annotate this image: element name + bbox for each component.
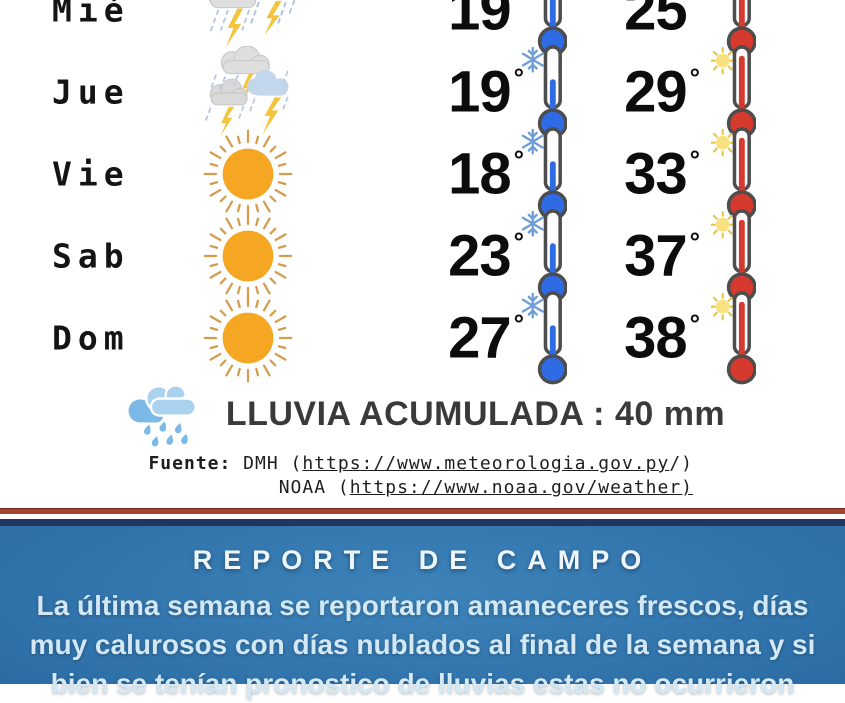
degree-symbol: ° bbox=[513, 226, 524, 257]
report-body: La última semana se reportaron amanecere… bbox=[0, 586, 845, 703]
report-line: La última semana se reportaron amanecere… bbox=[36, 590, 809, 621]
cold-thermometer-icon bbox=[521, 290, 568, 386]
max-temperature: 37 ° bbox=[572, 223, 700, 290]
temp-value: 29 bbox=[624, 59, 688, 125]
temp-value: 37 bbox=[624, 223, 688, 289]
degree-symbol: ° bbox=[513, 144, 524, 175]
rain-cloud-icon bbox=[120, 380, 212, 448]
temp-value: 33 bbox=[624, 141, 688, 207]
forecast-row-jue: Jue 19 ° 29 ° bbox=[0, 51, 845, 133]
sun-icon bbox=[201, 209, 295, 303]
max-temperature: 25° bbox=[572, 0, 700, 44]
accumulated-rain-row: LLUVIA ACUMULADA : 40 mm bbox=[0, 380, 845, 448]
day-label: Mié bbox=[52, 0, 130, 30]
noaa-link[interactable]: https://www.noaa.gov/weather bbox=[349, 477, 682, 498]
degree-symbol: ° bbox=[513, 308, 524, 339]
min-temperature: 19° bbox=[390, 0, 524, 44]
degree-symbol: ° bbox=[513, 62, 524, 93]
weather-icon-cell bbox=[190, 46, 305, 138]
day-label: Dom bbox=[52, 318, 130, 358]
degree-symbol: ° bbox=[514, 0, 524, 11]
max-temperature: 38 ° bbox=[572, 305, 700, 372]
source-line-dmh: Fuente: DMH (https://www.meteorologia.go… bbox=[148, 453, 693, 474]
stripe-navy bbox=[0, 519, 845, 526]
max-temperature: 29 ° bbox=[572, 59, 700, 126]
min-temperature: 23 ° bbox=[390, 223, 524, 290]
dmh-link[interactable]: https://www.meteorologia.gov.py bbox=[302, 453, 670, 474]
report-footer: REPORTE DE CAMPO La última semana se rep… bbox=[0, 508, 845, 699]
max-temperature: 33 ° bbox=[572, 141, 700, 208]
temp-value: 25 bbox=[624, 0, 688, 43]
degree-symbol: ° bbox=[689, 308, 700, 339]
day-label: Vie bbox=[52, 154, 130, 194]
report-line: muy calurosos con días nublados al final… bbox=[29, 629, 816, 660]
stripe-white bbox=[0, 514, 845, 519]
temp-value: 18 bbox=[448, 141, 512, 207]
weather-icon-cell bbox=[190, 291, 305, 385]
degree-symbol: ° bbox=[690, 0, 700, 11]
report-band: REPORTE DE CAMPO La última semana se rep… bbox=[0, 526, 845, 699]
temp-value: 19 bbox=[448, 0, 512, 43]
degree-symbol: ° bbox=[689, 226, 700, 257]
sun-icon bbox=[201, 291, 295, 385]
source-label: Fuente: bbox=[148, 453, 232, 474]
weather-icon-cell bbox=[190, 127, 305, 221]
day-label: Sab bbox=[52, 236, 130, 276]
forecast-table: Mié 19° 25° Jue 19° 29° Vie 18° 33° Sab … bbox=[0, 0, 845, 379]
degree-symbol: ° bbox=[689, 62, 700, 93]
forecast-row-vie: Vie 18 ° 33 ° bbox=[0, 133, 845, 215]
forecast-row-sab: Sab 23 ° 37 ° bbox=[0, 215, 845, 297]
sun-icon bbox=[201, 127, 295, 221]
temp-value: 27 bbox=[448, 305, 512, 371]
temp-value: 19 bbox=[448, 59, 512, 125]
min-temperature: 27 ° bbox=[390, 305, 524, 372]
report-title: REPORTE DE CAMPO bbox=[192, 545, 653, 575]
temp-value: 23 bbox=[448, 223, 512, 289]
hot-thermometer-icon bbox=[710, 290, 757, 386]
forecast-row-mie: Mié 19° 25° bbox=[0, 0, 845, 51]
stripe-red bbox=[0, 508, 845, 514]
weather-icon-cell bbox=[190, 209, 305, 303]
sources-block: Fuente: DMH (https://www.meteorologia.go… bbox=[148, 452, 693, 500]
temp-value: 38 bbox=[624, 305, 688, 371]
source-line-noaa: NOAA (https://www.noaa.gov/weather) bbox=[278, 477, 693, 498]
min-temperature: 19° bbox=[390, 59, 524, 126]
degree-symbol: ° bbox=[689, 144, 700, 175]
accumulated-rain-label: LLUVIA ACUMULADA : 40 mm bbox=[225, 394, 726, 433]
day-label: Jue bbox=[52, 72, 130, 112]
forecast-row-dom: Dom 27 ° 38 ° bbox=[0, 297, 845, 379]
storm-cloud-heavy-icon bbox=[195, 46, 301, 138]
min-temperature: 18 ° bbox=[390, 141, 524, 208]
